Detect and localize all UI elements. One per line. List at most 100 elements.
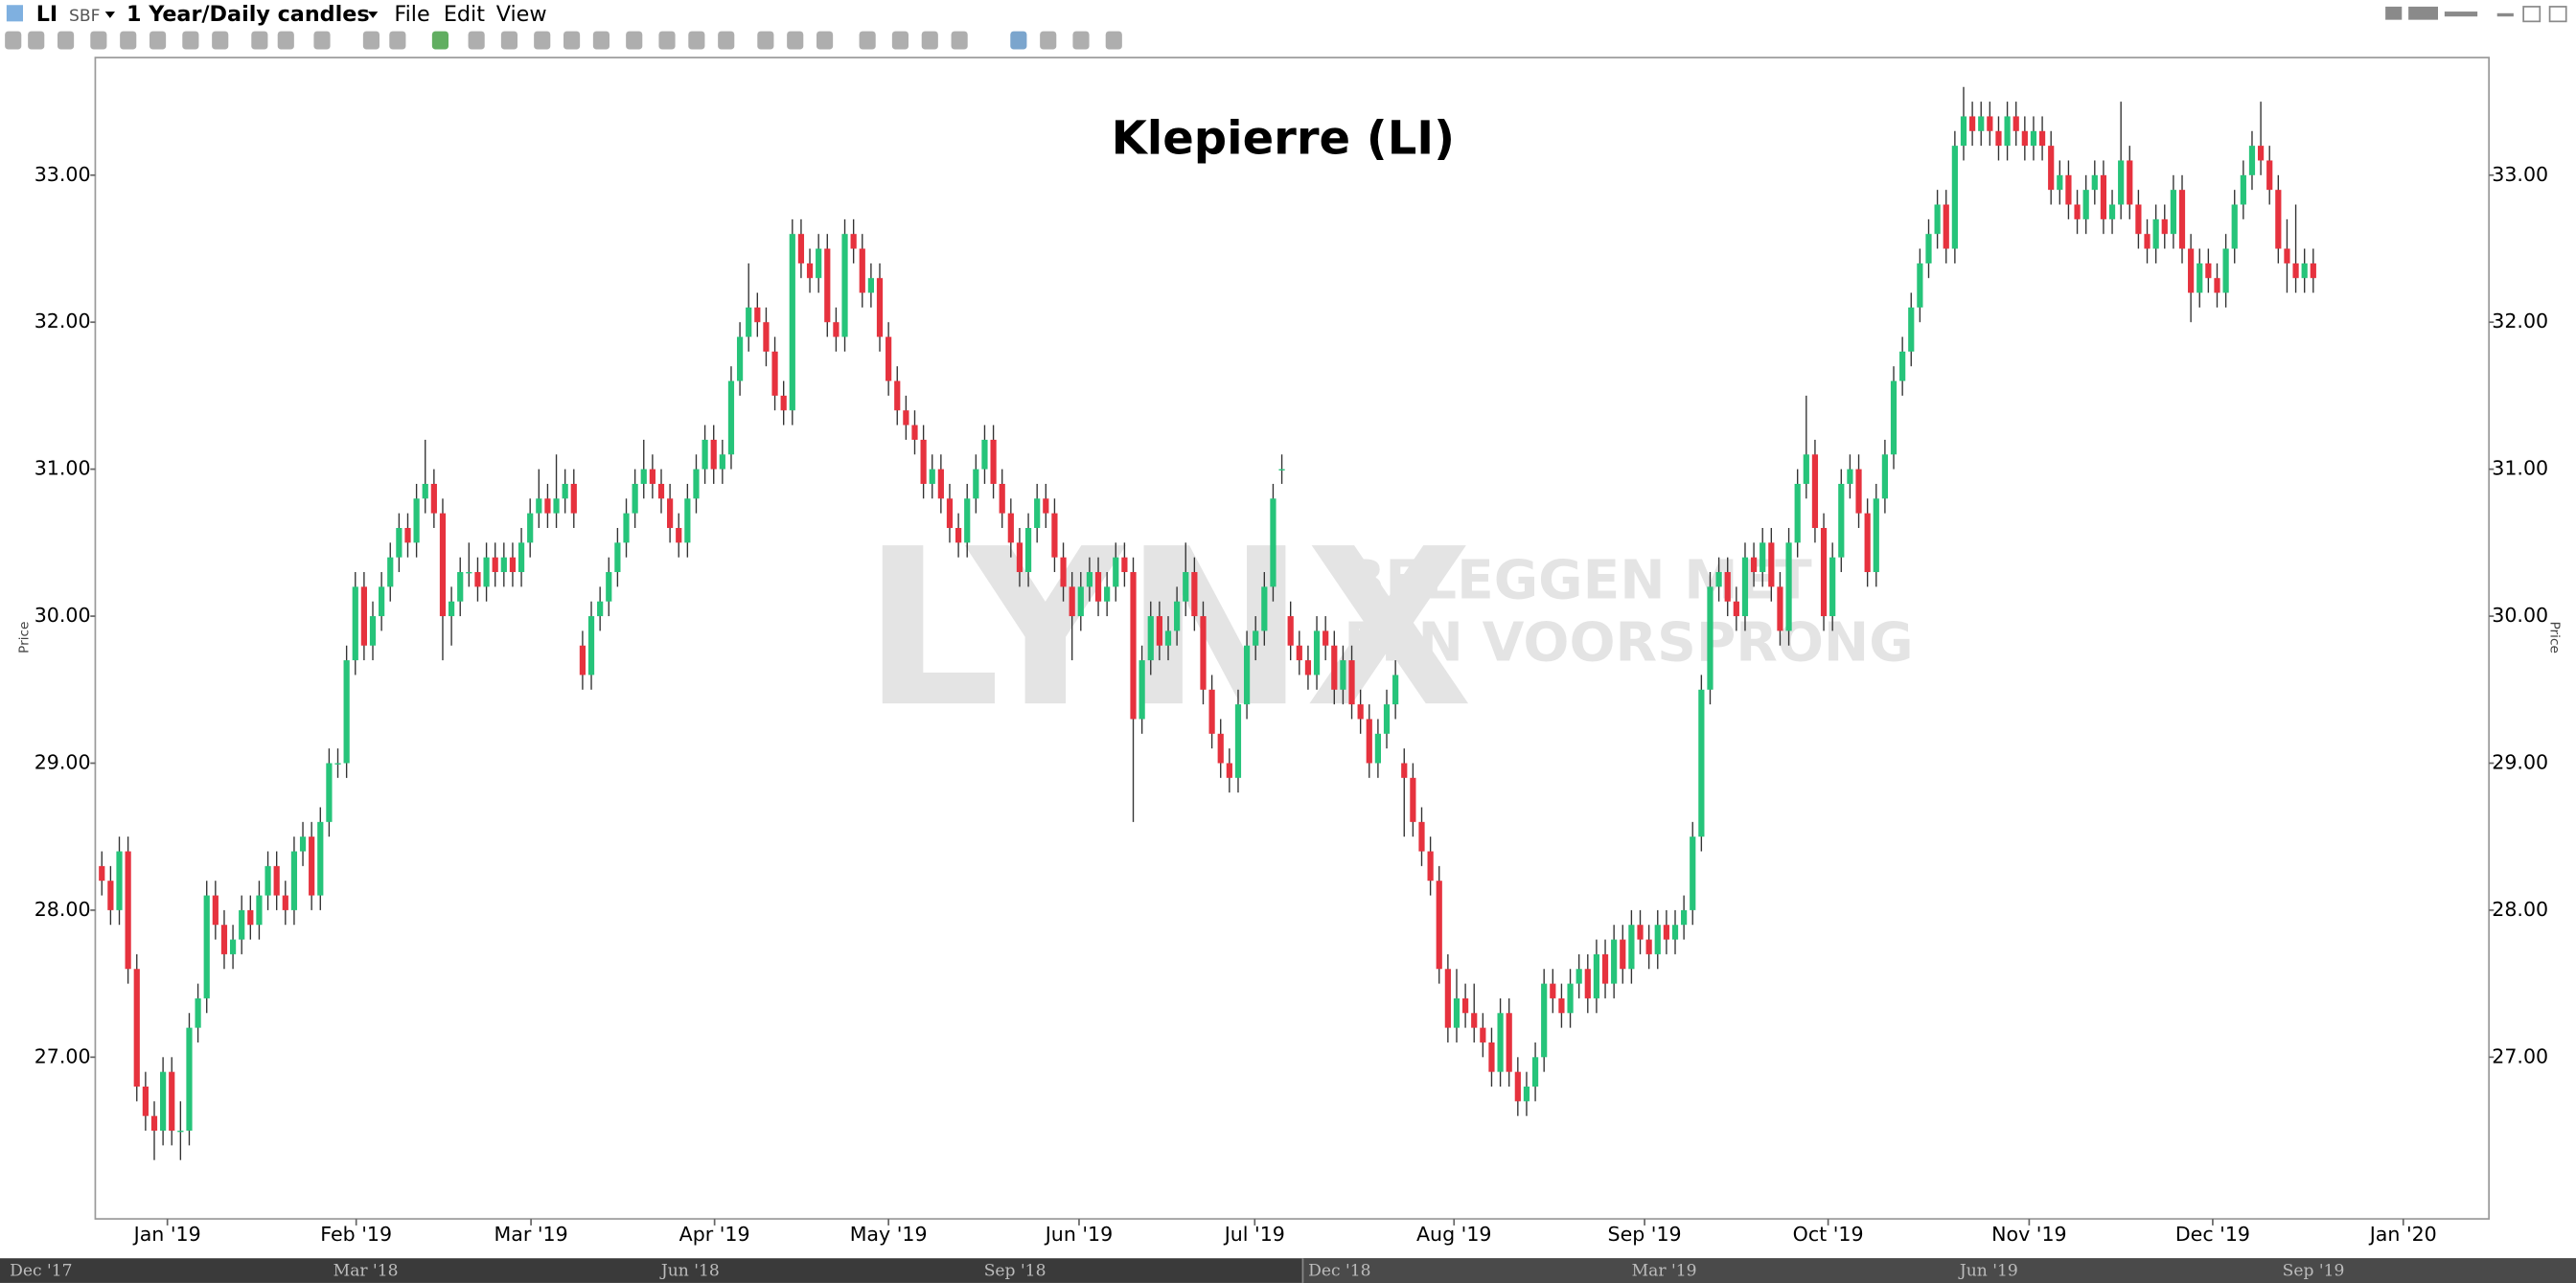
toolbar-icon[interactable] [431,31,448,50]
symbol[interactable]: LI [36,2,58,27]
candle-body [1881,454,1889,499]
toolbar-icon[interactable] [313,31,331,50]
candle-body [2240,174,2246,205]
toolbar-icon[interactable] [389,31,406,50]
toolbar-icon[interactable] [5,31,22,50]
x-tick-label: Dec '19 [2175,1223,2250,1246]
toolbar-icon[interactable] [891,31,908,50]
candle-body [369,616,377,646]
toolbar-icon[interactable] [90,31,107,50]
control[interactable] [2496,12,2514,17]
toolbar-icon[interactable] [182,31,199,50]
toolbar-icon[interactable] [787,31,804,50]
candle-body [1444,969,1451,1028]
candle-body [1820,528,1828,617]
toolbar-icon[interactable] [150,31,167,50]
candle-body [833,322,840,337]
candle-body [1768,542,1775,587]
candle-body [667,498,674,529]
control[interactable] [2408,6,2438,20]
candle-body [422,483,428,499]
exchange[interactable]: SBF [69,7,100,26]
toolbar-icon[interactable] [1072,31,1090,50]
menu-file[interactable]: File [394,2,429,27]
control[interactable] [2548,6,2567,23]
toolbar-icon[interactable] [277,31,294,50]
candle-body [256,895,263,926]
toolbar-icon[interactable] [859,31,876,50]
candle-body [1462,997,1469,1014]
menu-edit[interactable]: Edit [444,2,485,27]
toolbar-icon[interactable] [951,31,968,50]
toolbar-icon[interactable] [592,31,610,50]
toolbar-icon[interactable] [688,31,705,50]
navigator-window[interactable] [1302,1258,2576,1283]
candle-body [2074,204,2081,219]
x-tick-label: Jan '20 [2368,1223,2437,1246]
candle-body [570,483,577,514]
toolbar-icon[interactable] [468,31,485,50]
candle-body [1506,1013,1512,1072]
chart-title: Klepierre (LI) [1112,111,1456,165]
candle-body [2082,190,2089,219]
candle-body [1331,645,1338,690]
candle-body [229,939,237,954]
candle-body [1654,925,1661,954]
candle-body [632,483,638,514]
x-tick-label: Aug '19 [1416,1223,1492,1246]
dropdown-arrow[interactable] [104,11,115,18]
toolbar-icon[interactable] [816,31,834,50]
menu-view[interactable]: View [496,2,547,27]
candle-body [937,469,944,499]
candle-body [1366,719,1372,764]
menu-bar [0,0,2576,29]
candle-body [562,483,568,499]
period[interactable]: 1 Year/Daily candles [126,2,370,27]
toolbar-icon[interactable] [564,31,581,50]
candle-body [886,336,892,381]
candle-body [142,1086,149,1116]
toolbar-icon[interactable] [757,31,774,50]
toolbar-icon[interactable] [921,31,938,50]
candle-body [212,895,218,926]
toolbar-icon[interactable] [120,31,137,50]
candle-body [2127,160,2133,205]
candle-body [1217,733,1224,764]
toolbar-icon[interactable] [1040,31,1057,50]
toolbar-icon[interactable] [28,31,45,50]
toolbar-icon[interactable] [362,31,380,50]
candle-body [536,498,542,514]
candle-body [343,660,350,764]
dropdown-arrow[interactable] [368,11,379,18]
candle-body [1899,351,1906,381]
candle-body [2161,218,2168,235]
toolbar-icon[interactable] [1010,31,1027,50]
candle-body [763,322,770,352]
candle-body [1034,498,1041,529]
toolbar-icon[interactable] [500,31,518,50]
toolbar-icon[interactable] [534,31,551,50]
candle-body [1340,660,1346,690]
toolbar-icon[interactable] [718,31,735,50]
candle-body [239,909,245,940]
candle-body [754,307,761,323]
toolbar-icon[interactable] [212,31,229,50]
candle-body [2030,130,2037,147]
toolbar-icon[interactable] [251,31,268,50]
candle-body [1497,1013,1504,1072]
control[interactable] [2444,11,2478,17]
toolbar-icon[interactable] [626,31,643,50]
candle-body [1488,1042,1495,1072]
candle-body [1951,146,1958,249]
candle-body [2292,263,2299,279]
candle-body [2004,116,2011,147]
candle-body [133,969,140,1087]
toolbar-icon[interactable] [658,31,676,50]
toolbar-icon[interactable] [58,31,75,50]
control[interactable] [2385,6,2403,20]
candle-body [1777,586,1783,631]
candle-body [1829,557,1836,617]
candle-body [719,454,725,470]
control[interactable] [2522,6,2542,23]
toolbar-icon[interactable] [1105,31,1122,50]
